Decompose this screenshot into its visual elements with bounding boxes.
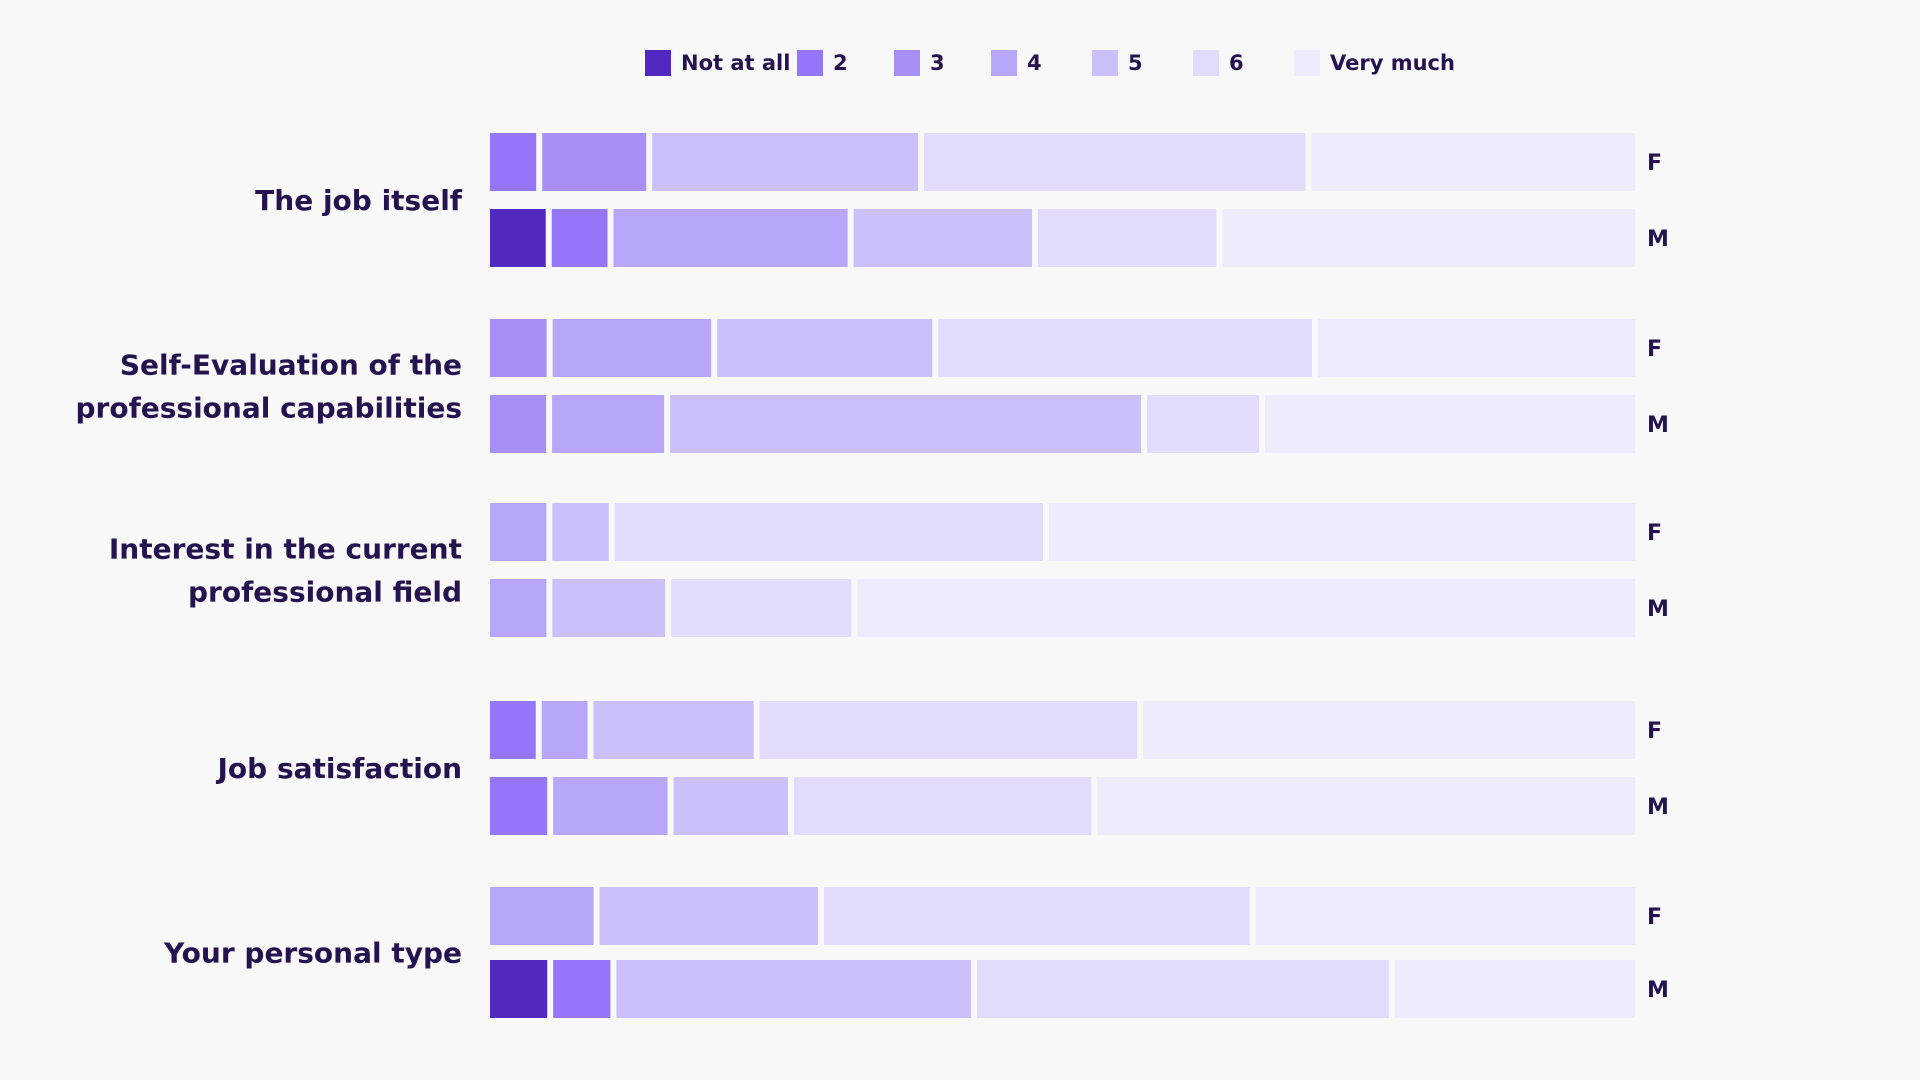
group-label: F: [1647, 521, 1662, 546]
category-label: The job itself: [255, 184, 463, 217]
bar-segment: [1146, 395, 1260, 453]
group-label: M: [1647, 413, 1669, 438]
group-label: F: [1647, 151, 1662, 176]
bar-segment: [793, 777, 1092, 835]
bar-segment: [490, 209, 546, 267]
bar-segment: [717, 319, 933, 377]
group-label: M: [1647, 597, 1669, 622]
bar-segment: [1394, 960, 1635, 1018]
group-labels: F M F M F M F M F M: [1647, 151, 1669, 1003]
bar-segment: [552, 319, 712, 377]
bar-segment: [670, 395, 1141, 453]
bar-segment: [976, 960, 1389, 1018]
bars: [490, 133, 1635, 1018]
category-label: Self-Evaluation of the professional capab…: [75, 349, 462, 425]
category-label-line: The job itself: [255, 184, 463, 217]
bar-segment: [673, 777, 788, 835]
bar-segment: [490, 777, 548, 835]
legend-swatch: [894, 50, 920, 76]
category-label-line: professional field: [188, 576, 462, 609]
group-label: F: [1647, 719, 1662, 744]
bar-segment: [616, 960, 971, 1018]
group-label: M: [1647, 227, 1669, 252]
legend-swatch: [797, 50, 823, 76]
bar-segment: [490, 503, 547, 561]
bar-segment: [1097, 777, 1635, 835]
bar-segment: [1255, 887, 1635, 945]
bar-segment: [552, 503, 609, 561]
legend-swatch: [991, 50, 1017, 76]
legend-label: 6: [1229, 51, 1244, 75]
category-label-line: Self-Evaluation of the: [120, 349, 462, 382]
legend-label: Not at all: [681, 51, 790, 75]
category-labels: The job itself Self-Evaluation of the prof…: [75, 184, 462, 970]
bar-segment: [552, 579, 666, 637]
bar-segment: [1222, 209, 1635, 267]
bar-segment: [652, 133, 919, 191]
bar-segment: [490, 887, 594, 945]
bar-segment: [1038, 209, 1217, 267]
bar-segment: [553, 777, 668, 835]
bar-segment: [490, 319, 547, 377]
category-label-line: professional capabilities: [75, 392, 462, 425]
bar-segment: [552, 395, 665, 453]
bar-segment: [924, 133, 1306, 191]
bar-segment: [553, 960, 611, 1018]
group-label: M: [1647, 795, 1669, 820]
bar-segment: [1265, 395, 1635, 453]
legend-swatch: [1092, 50, 1118, 76]
bar-segment: [1317, 319, 1635, 377]
bar-segment: [593, 701, 754, 759]
bar-segment: [551, 209, 608, 267]
group-label: F: [1647, 337, 1662, 362]
legend-swatch: [645, 50, 671, 76]
legend: Not at all 2 3 4 5 6 Very much: [645, 50, 1455, 76]
bar-segment: [613, 209, 848, 267]
bar-segment: [857, 579, 1635, 637]
bar-segment: [1143, 701, 1635, 759]
bar-segment: [824, 887, 1250, 945]
legend-label: 5: [1128, 51, 1143, 75]
bar-segment: [671, 579, 852, 637]
legend-label: Very much: [1330, 51, 1455, 75]
category-label: Interest in the current professional fiel…: [109, 533, 462, 609]
bar-segment: [490, 579, 547, 637]
bar-segment: [1311, 133, 1635, 191]
bar-segment: [759, 701, 1138, 759]
bar-segment: [490, 133, 537, 191]
category-label-line: Job satisfaction: [216, 752, 462, 785]
bar-segment: [938, 319, 1312, 377]
legend-label: 4: [1027, 51, 1042, 75]
bar-segment: [1048, 503, 1635, 561]
group-label: F: [1647, 905, 1662, 930]
category-label: Your personal type: [163, 937, 462, 970]
bar-segment: [541, 701, 588, 759]
legend-swatch: [1193, 50, 1219, 76]
legend-label: 2: [833, 51, 848, 75]
bar-segment: [490, 701, 536, 759]
bar-segment: [542, 133, 647, 191]
legend-label: 3: [930, 51, 945, 75]
legend-swatch: [1294, 50, 1320, 76]
group-label: M: [1647, 978, 1669, 1003]
bar-segment: [853, 209, 1033, 267]
category-label-line: Interest in the current: [109, 533, 462, 566]
bar-segment: [599, 887, 818, 945]
category-label: Job satisfaction: [216, 752, 462, 785]
bar-segment: [614, 503, 1043, 561]
bar-segment: [490, 960, 548, 1018]
category-label-line: Your personal type: [163, 937, 462, 970]
bar-segment: [490, 395, 547, 453]
